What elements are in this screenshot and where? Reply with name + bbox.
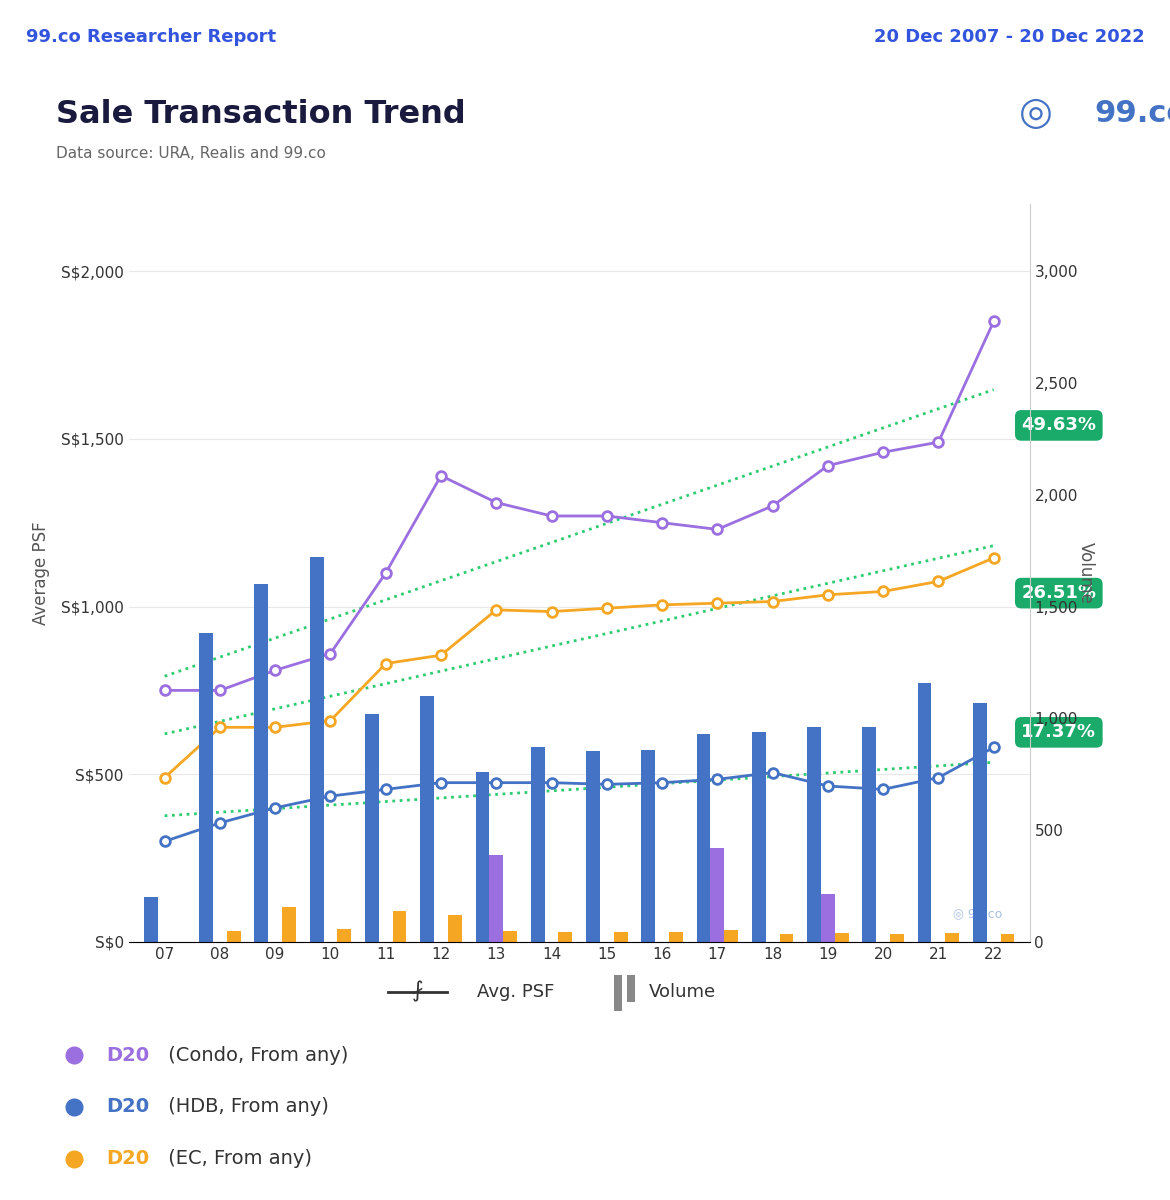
Text: Volume: Volume bbox=[649, 983, 716, 1001]
Bar bbox=[144, 898, 158, 942]
Bar bbox=[254, 584, 268, 942]
Bar bbox=[641, 750, 655, 942]
Bar bbox=[752, 732, 765, 942]
Text: (HDB, From any): (HDB, From any) bbox=[161, 1098, 329, 1116]
Y-axis label: Average PSF: Average PSF bbox=[32, 521, 50, 625]
Bar bbox=[614, 974, 622, 1012]
Text: 99.co Researcher Report: 99.co Researcher Report bbox=[26, 28, 276, 46]
Bar bbox=[862, 727, 876, 942]
Bar bbox=[420, 696, 434, 942]
Bar bbox=[586, 751, 600, 942]
Bar bbox=[710, 848, 724, 942]
Bar bbox=[227, 931, 241, 942]
Bar bbox=[503, 931, 517, 942]
Text: (Condo, From any): (Condo, From any) bbox=[161, 1045, 347, 1064]
Text: ◎ 99.co: ◎ 99.co bbox=[954, 907, 1003, 920]
Bar bbox=[973, 703, 986, 942]
Text: (EC, From any): (EC, From any) bbox=[161, 1150, 311, 1169]
Bar bbox=[945, 934, 959, 942]
Bar bbox=[365, 714, 379, 942]
Bar bbox=[627, 974, 635, 1002]
Text: Sale Transaction Trend: Sale Transaction Trend bbox=[56, 98, 466, 130]
Bar bbox=[779, 934, 793, 942]
Text: Avg. PSF: Avg. PSF bbox=[477, 983, 555, 1001]
Bar bbox=[821, 894, 834, 942]
Bar bbox=[669, 932, 683, 942]
Bar bbox=[807, 727, 821, 942]
Bar bbox=[834, 934, 848, 942]
Bar bbox=[558, 932, 572, 942]
Bar bbox=[614, 932, 627, 942]
Y-axis label: Volume: Volume bbox=[1076, 542, 1095, 604]
Bar bbox=[310, 557, 324, 942]
Bar bbox=[489, 854, 503, 942]
Text: 17.37%: 17.37% bbox=[1021, 724, 1096, 742]
Bar bbox=[199, 634, 213, 942]
Text: 20 Dec 2007 - 20 Dec 2022: 20 Dec 2007 - 20 Dec 2022 bbox=[874, 28, 1144, 46]
Bar bbox=[696, 734, 710, 942]
Text: ◎: ◎ bbox=[1019, 95, 1052, 132]
Text: 26.51%: 26.51% bbox=[1021, 584, 1096, 602]
Bar bbox=[531, 748, 544, 942]
Bar bbox=[1000, 934, 1014, 942]
Bar bbox=[282, 907, 296, 942]
Bar bbox=[917, 683, 931, 942]
Bar bbox=[724, 930, 738, 942]
Text: ⨏: ⨏ bbox=[412, 982, 424, 1002]
Bar bbox=[475, 772, 489, 942]
Text: 99.co: 99.co bbox=[1094, 98, 1170, 128]
Text: D20: D20 bbox=[106, 1098, 150, 1116]
Bar bbox=[890, 934, 904, 942]
Text: 49.63%: 49.63% bbox=[1021, 416, 1096, 434]
Bar bbox=[448, 916, 462, 942]
Text: Data source: URA, Realis and 99.co: Data source: URA, Realis and 99.co bbox=[56, 146, 326, 162]
Text: D20: D20 bbox=[106, 1045, 150, 1064]
Bar bbox=[393, 911, 406, 942]
Bar bbox=[337, 929, 351, 942]
Text: D20: D20 bbox=[106, 1150, 150, 1169]
